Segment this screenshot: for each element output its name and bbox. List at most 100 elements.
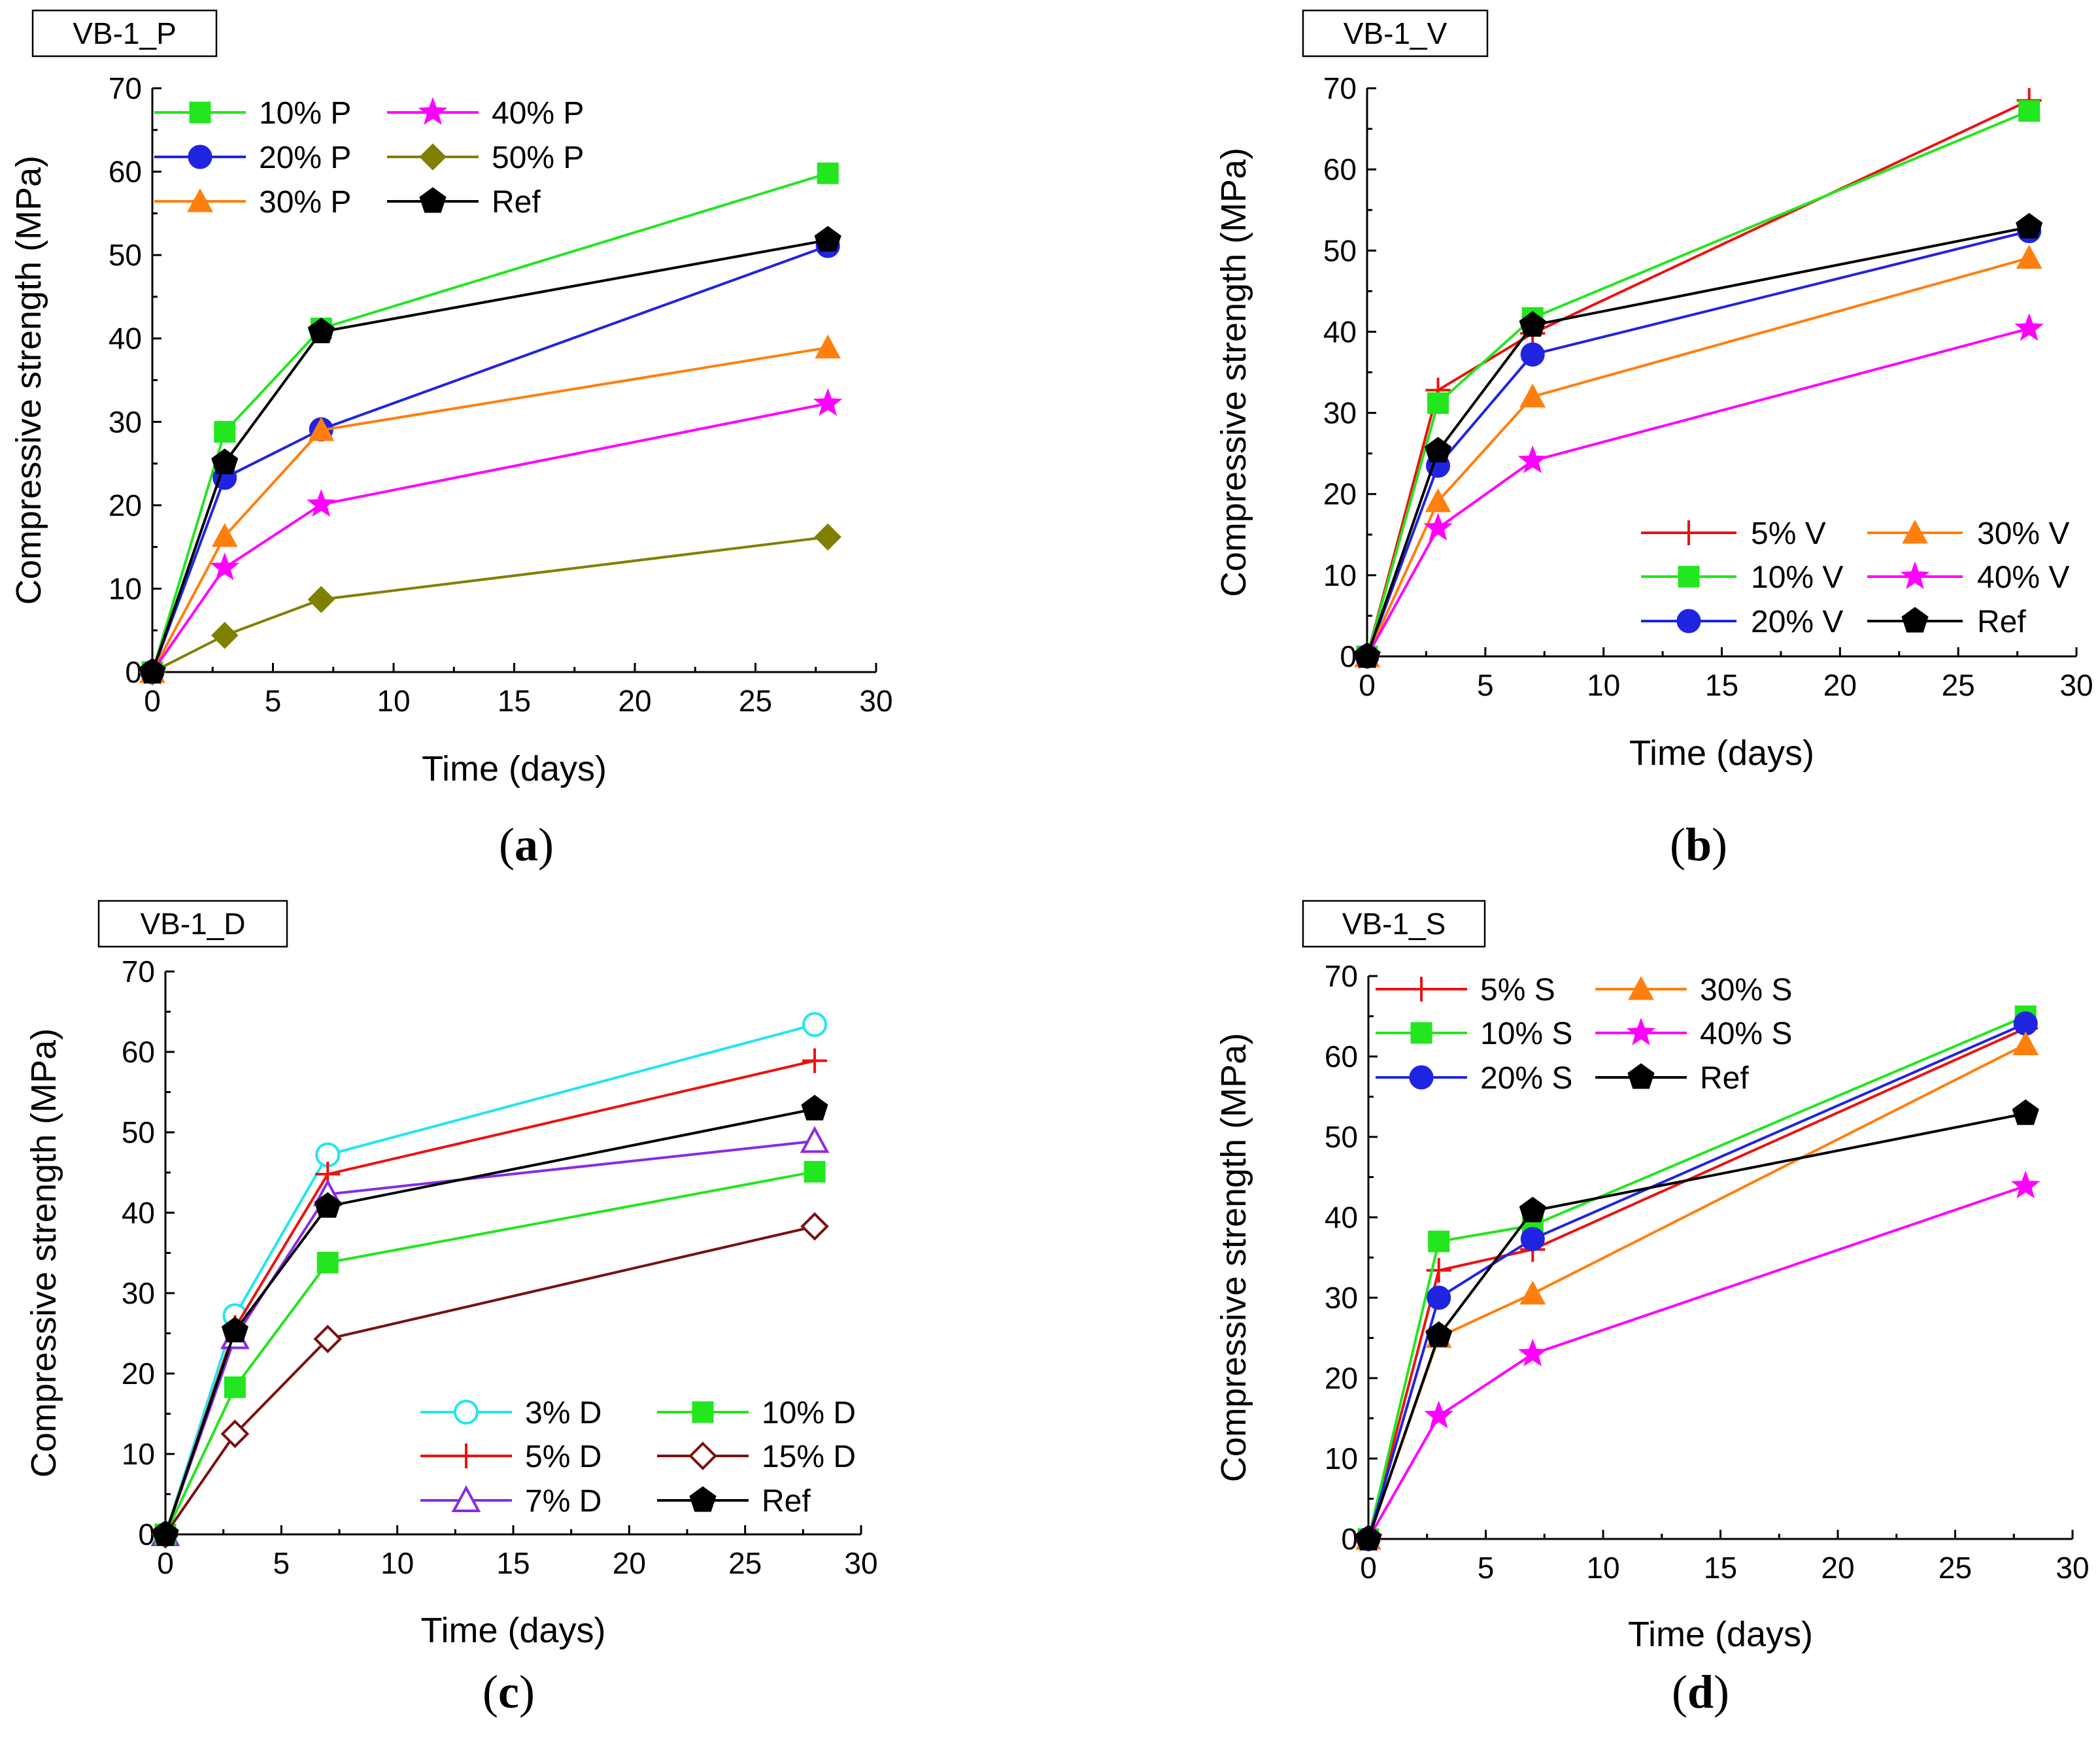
data-point-40pct-v [2014, 313, 2044, 341]
data-point-50pct-p [814, 523, 841, 551]
data-point-5pct-s [1426, 1258, 1451, 1283]
y-tick-label: 20 [109, 488, 142, 522]
legend-label: 5% D [525, 1440, 601, 1474]
data-point-50pct-p [307, 586, 335, 613]
y-tick-label: 0 [1341, 1522, 1358, 1556]
series-line-20pct-p [151, 245, 828, 673]
y-axis-label: Compressive strength (MPa) [24, 1028, 63, 1477]
series-20pct-v [1355, 218, 2042, 669]
data-point-ref [1519, 1196, 1546, 1223]
caption-c: (c) [483, 1666, 535, 1718]
data-point-40pct-s [2010, 1170, 2041, 1198]
series-line-ref [1366, 226, 2030, 657]
series-line-50pct-p [152, 535, 828, 673]
series-ref [139, 226, 841, 684]
legend-label: 40% V [1977, 560, 2069, 595]
data-point-30pct-s [2012, 1031, 2039, 1056]
series-line-7pct-d [164, 1140, 815, 1535]
series-line-30pct-s [1367, 1043, 2027, 1540]
data-point-40pct-p [813, 388, 843, 416]
y-axis-label: Compressive strength (MPa) [9, 156, 48, 605]
series-line-10pct-v [1366, 109, 2030, 657]
data-point-5pct-d [802, 1048, 828, 1073]
y-tick-label: 40 [109, 322, 142, 356]
data-point-ref [221, 1317, 248, 1343]
data-point-30pct-p [211, 523, 238, 547]
y-tick-label: 20 [122, 1357, 155, 1391]
legend-marker [454, 1444, 479, 1468]
panel-title-box [97, 900, 288, 948]
legend-item-20pct-s: 20% S [1376, 1061, 1572, 1096]
legend-marker [1627, 1063, 1655, 1089]
series-ref [1353, 212, 2043, 668]
legend-item-5pct-s: 5% S [1376, 973, 1555, 1007]
legend-label: Ref [1700, 1061, 1749, 1096]
data-point-15pct-d [220, 1419, 250, 1449]
legend-item-ref: Ref [1595, 1061, 1749, 1096]
series-15pct-d [151, 1212, 829, 1549]
data-point-30pct-v [1519, 383, 1546, 408]
y-tick-label: 70 [1323, 71, 1357, 105]
legend-item-20pct-v: 20% V [1641, 605, 1843, 639]
y-tick-label: 60 [1323, 152, 1357, 186]
y-tick-label: 30 [109, 405, 142, 439]
data-point-10pct-d [316, 1251, 339, 1274]
legend-marker [1676, 520, 1701, 545]
legend-marker [187, 188, 213, 212]
series-10pct-s [1357, 1005, 2037, 1550]
legend-label: 10% V [1751, 560, 1843, 595]
legend-item-15pct-d: 15% D [657, 1440, 856, 1474]
legend-marker [692, 1401, 714, 1423]
legend-marker [1676, 609, 1701, 633]
x-tick-label: 20 [618, 684, 651, 718]
caption-a: (a) [499, 819, 554, 871]
series-50pct-p [139, 523, 841, 686]
legend-marker [188, 144, 212, 169]
data-point-10pct-d [804, 1160, 826, 1183]
y-tick-label: 40 [1323, 314, 1357, 348]
x-tick-label: 30 [844, 1546, 877, 1580]
data-point-10pct-p [214, 421, 236, 443]
x-tick-label: 10 [381, 1546, 414, 1580]
legend-marker [1678, 566, 1700, 588]
data-point-30pct-p [308, 416, 335, 441]
data-point-3pct-d [802, 1012, 828, 1038]
series-line-15pct-d [164, 1224, 815, 1536]
data-point-ref [1355, 1525, 1382, 1551]
series-line-ref [1367, 1112, 2026, 1540]
data-point-10pct-s [1428, 1230, 1450, 1253]
y-axis-label: Compressive strength (MPa) [1214, 1033, 1253, 1482]
legend-label: 40% S [1700, 1017, 1792, 1051]
legend-marker [1902, 519, 1928, 544]
legend-item-10pct-s: 10% S [1376, 1017, 1572, 1051]
x-tick-label: 20 [1823, 668, 1857, 702]
chart-panel-d: VB-1_S 0 5 10 15 20 25 30 0 10 20 30 40 50 60 70 Time (d… [1214, 900, 2090, 1654]
legend-label: Ref [762, 1484, 811, 1519]
data-point-30pct-v [1425, 488, 1451, 513]
series-line-30pct-p [151, 346, 828, 673]
data-point-ref [1353, 642, 1381, 668]
x-tick-label: 10 [1587, 668, 1620, 702]
data-point-ref [1425, 1321, 1453, 1347]
series-line-20pct-s [1367, 1022, 2027, 1540]
x-tick-label: 15 [1705, 668, 1738, 702]
legend-label: Ref [492, 185, 541, 220]
x-tick-label: 5 [265, 684, 282, 718]
y-tick-label: 50 [1323, 233, 1357, 267]
x-tick-label: 20 [1821, 1551, 1854, 1585]
legend-item-10pct-p: 10% P [154, 96, 351, 131]
legend-marker [688, 1442, 717, 1470]
legend-item-5pct-v: 5% V [1641, 516, 1826, 551]
series-line-10pct-p [151, 172, 828, 673]
x-axis-label: Time (days) [420, 1611, 605, 1650]
legend-item-30pct-p: 30% P [154, 185, 351, 220]
series-line-10pct-d [164, 1170, 815, 1535]
legend-item-ref: Ref [1867, 605, 2026, 639]
data-point-ref [1424, 437, 1452, 463]
y-tick-label: 40 [122, 1196, 155, 1230]
legend-label: 30% V [1977, 516, 2069, 551]
series-30pct-v [1354, 245, 2042, 667]
legend-label: 20% P [259, 141, 351, 175]
